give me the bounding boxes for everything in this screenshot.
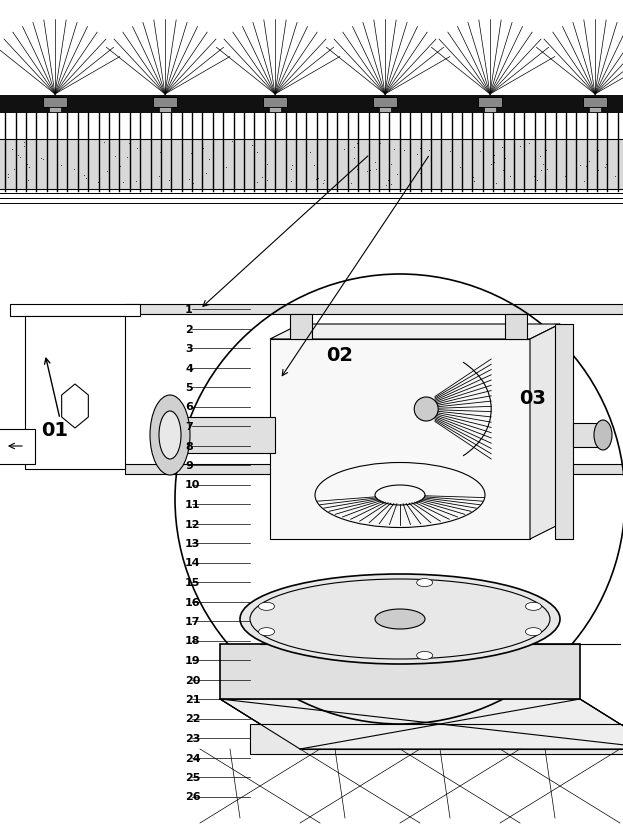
Text: 13: 13 (185, 538, 201, 548)
Bar (270, 339, 530, 539)
Bar (125, 465, 623, 474)
Bar (263, 98, 287, 108)
Bar (505, 315, 527, 339)
Ellipse shape (375, 609, 425, 629)
Text: 1: 1 (185, 305, 193, 315)
Bar (269, 108, 281, 113)
Bar (0, 140, 623, 190)
Text: 10: 10 (185, 480, 201, 490)
Text: 23: 23 (185, 733, 201, 743)
Text: 24: 24 (185, 753, 201, 763)
Ellipse shape (594, 421, 612, 450)
Text: 15: 15 (185, 577, 201, 587)
Bar (484, 108, 496, 113)
Bar (573, 423, 603, 447)
Text: 8: 8 (185, 441, 193, 451)
Text: 22: 22 (185, 714, 201, 724)
Bar (555, 325, 573, 539)
Polygon shape (530, 325, 560, 539)
Ellipse shape (417, 579, 432, 587)
Text: 6: 6 (185, 402, 193, 412)
Text: 12: 12 (185, 519, 201, 529)
Text: 03: 03 (520, 388, 546, 407)
Ellipse shape (525, 603, 541, 610)
Ellipse shape (150, 396, 190, 475)
Bar (25, 316, 125, 469)
Bar (159, 108, 171, 113)
Text: 4: 4 (185, 363, 193, 373)
Ellipse shape (159, 412, 181, 460)
Text: 5: 5 (185, 383, 193, 392)
Bar (153, 98, 177, 108)
Bar (43, 98, 67, 108)
Text: 18: 18 (185, 636, 201, 646)
Bar (379, 108, 391, 113)
Circle shape (414, 397, 438, 421)
Polygon shape (220, 699, 623, 749)
Ellipse shape (417, 652, 432, 660)
Ellipse shape (259, 603, 275, 610)
Text: 26: 26 (185, 792, 201, 802)
Text: 16: 16 (185, 597, 201, 607)
Bar (0, 0, 623, 95)
Bar (478, 98, 502, 108)
Text: 02: 02 (326, 345, 353, 364)
Ellipse shape (240, 575, 560, 664)
Bar (49, 108, 61, 113)
Text: 2: 2 (185, 324, 193, 334)
Bar (250, 724, 623, 754)
Bar (220, 644, 580, 699)
Bar (0, 430, 35, 465)
Bar (125, 305, 623, 315)
Bar (373, 98, 397, 108)
Text: 11: 11 (185, 499, 201, 509)
Text: 14: 14 (185, 558, 201, 568)
Text: 25: 25 (185, 772, 201, 782)
Bar (583, 98, 607, 108)
Bar (0, 96, 623, 114)
Bar (10, 305, 140, 316)
Text: 17: 17 (185, 616, 201, 626)
Bar (290, 315, 312, 339)
Ellipse shape (259, 628, 275, 636)
Ellipse shape (525, 628, 541, 636)
Text: 19: 19 (185, 655, 201, 665)
Bar (589, 108, 601, 113)
Text: 21: 21 (185, 694, 201, 704)
Text: 3: 3 (185, 344, 193, 354)
Text: 20: 20 (185, 675, 201, 685)
Text: 01: 01 (42, 420, 69, 439)
Text: 7: 7 (185, 421, 193, 431)
Text: 9: 9 (185, 460, 193, 470)
Bar (170, 417, 275, 454)
Polygon shape (270, 325, 560, 339)
